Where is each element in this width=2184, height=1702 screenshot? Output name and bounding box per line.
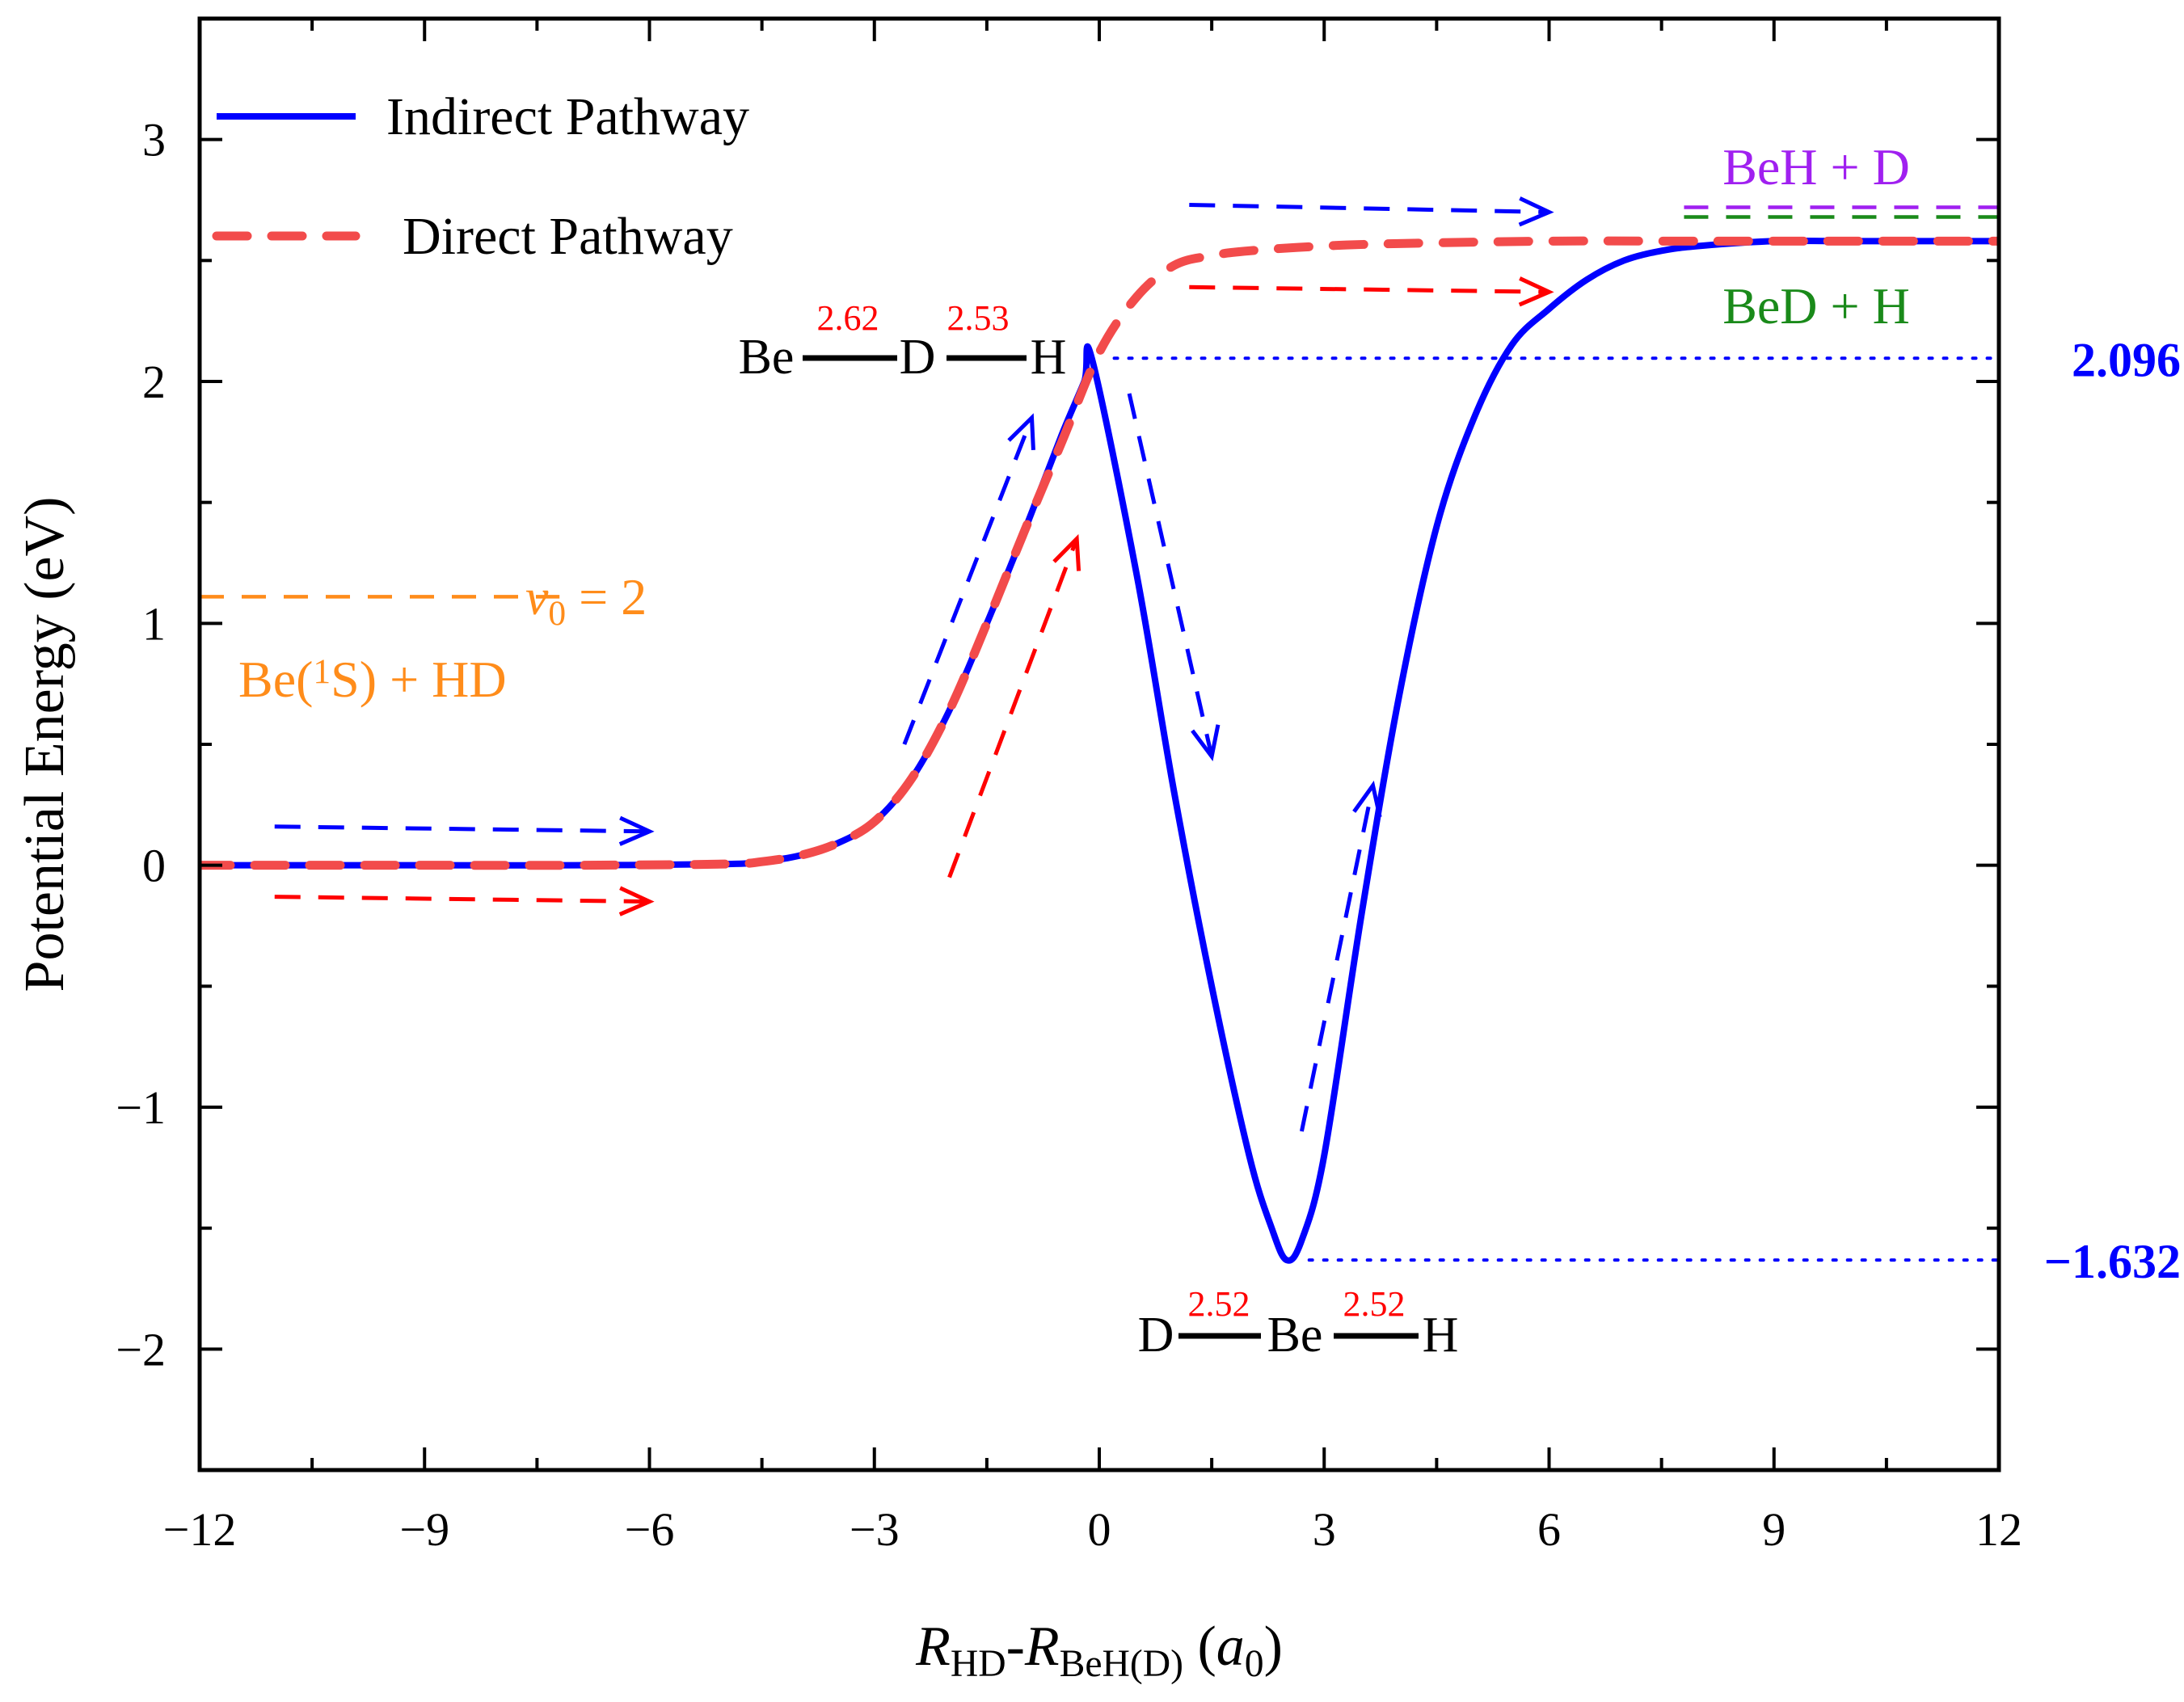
pathway-arrow — [1189, 196, 1554, 227]
arrow-shaft — [274, 895, 650, 904]
arrow-head — [618, 815, 655, 846]
asymptote-bed-h: BeD + H — [1722, 277, 1910, 335]
vib-label-part: 0 — [548, 594, 566, 633]
arrow-head — [1052, 533, 1081, 571]
y-tick-label: 1 — [142, 597, 166, 650]
arrow-shaft — [1299, 785, 1375, 1132]
y-tick-label: 3 — [142, 114, 166, 166]
atom-label: D — [900, 330, 936, 385]
x-axis-title-part: BeH(D) — [1060, 1643, 1183, 1685]
indirect-pathway-line — [200, 237, 1999, 1264]
x-axis-title-part: HD — [951, 1643, 1006, 1685]
x-tick-label: −12 — [163, 1503, 237, 1556]
arrow-head — [1007, 413, 1035, 450]
atom-label: H — [1423, 1308, 1459, 1363]
x-axis-title-part: ) — [1264, 1616, 1283, 1678]
y-axis-title: Potential Energy (eV) — [14, 497, 76, 992]
bond-length: 2.62 — [817, 298, 879, 338]
reactant-label-part: 1 — [313, 652, 331, 691]
value-label: 2.096 — [2072, 333, 2181, 386]
x-tick-label: 6 — [1537, 1503, 1561, 1556]
arrow-head — [618, 886, 655, 916]
atom-label: Be — [739, 330, 795, 385]
vib-label-part: = 2 — [566, 568, 647, 626]
atom-label: D — [1138, 1308, 1174, 1363]
x-axis-title-part: R — [1024, 1616, 1060, 1678]
reference-lines — [200, 205, 1999, 1262]
vib-label-part: v — [525, 568, 549, 626]
arrow-head — [1518, 196, 1554, 227]
pathway-arrow — [274, 886, 655, 916]
bond-length: 2.52 — [1343, 1284, 1406, 1324]
arrow-shaft — [274, 824, 650, 834]
x-tick-label: 0 — [1088, 1503, 1111, 1556]
arrow-head — [1352, 780, 1382, 818]
x-tick-label: −3 — [850, 1503, 900, 1556]
y-tick-label: 2 — [142, 356, 166, 408]
arrow-shaft — [902, 416, 1034, 745]
legend: Indirect Pathway Direct Pathway — [212, 87, 749, 266]
well-complex: D Be H 2.52 2.52 — [1138, 1284, 1459, 1363]
arrow-shaft — [947, 537, 1079, 878]
arrow-shaft — [1127, 393, 1214, 757]
pathway-arrow — [1127, 393, 1221, 761]
labels: Indirect Pathway Direct Pathway 2.096 −1.63… — [212, 87, 2181, 1363]
arrow-head — [1191, 724, 1221, 761]
bond-length: 2.52 — [1188, 1284, 1250, 1324]
x-tick-label: 12 — [1975, 1503, 2022, 1556]
reactant-label-part: Be( — [238, 651, 313, 708]
direct-pathway-line — [200, 236, 1999, 870]
legend-label: Direct Pathway — [403, 207, 733, 266]
x-axis-title-part: 0 — [1245, 1643, 1264, 1685]
legend-label: Indirect Pathway — [386, 87, 749, 146]
reactant-label: Be(1S) + HD — [238, 651, 507, 708]
y-tick-label: −2 — [116, 1323, 166, 1376]
series-layer — [200, 236, 1999, 1264]
transition-state: Be D H 2.62 2.53 — [739, 298, 1067, 385]
arrow-head — [1518, 276, 1554, 307]
pathway-arrow — [902, 413, 1035, 745]
x-tick-label: 3 — [1313, 1503, 1336, 1556]
x-tick-label: 9 — [1762, 1503, 1786, 1556]
vib-label: v0 = 2 — [525, 568, 647, 633]
x-axis-title-part: ( — [1183, 1616, 1216, 1678]
value-label: −1.632 — [2044, 1235, 2181, 1288]
x-tick-label: −6 — [625, 1503, 675, 1556]
x-axis-title: RHD-RBeH(D) (a0) — [915, 1616, 1283, 1685]
pathway-arrow — [1189, 276, 1554, 307]
arrow-shaft — [1189, 202, 1549, 214]
atom-label: Be — [1267, 1308, 1323, 1363]
pathway-arrow — [1299, 780, 1382, 1132]
bond-length: 2.53 — [947, 298, 1010, 338]
y-tick-label: 0 — [142, 840, 166, 892]
y-tick-label: −1 — [116, 1081, 166, 1134]
x-tick-label: −9 — [399, 1503, 449, 1556]
pathway-arrow — [274, 815, 655, 846]
reactant-label-part: S) + HD — [331, 651, 506, 708]
asymptote-beh-d: BeH + D — [1722, 138, 1910, 196]
atom-label: H — [1031, 330, 1067, 385]
x-axis-title-part: R — [915, 1616, 951, 1678]
x-axis-title-part: - — [1006, 1616, 1025, 1678]
x-axis-title-part: a — [1216, 1616, 1245, 1678]
pathway-arrow — [947, 533, 1081, 878]
arrow-layer — [274, 196, 1554, 1132]
arrow-shaft — [1189, 284, 1549, 294]
